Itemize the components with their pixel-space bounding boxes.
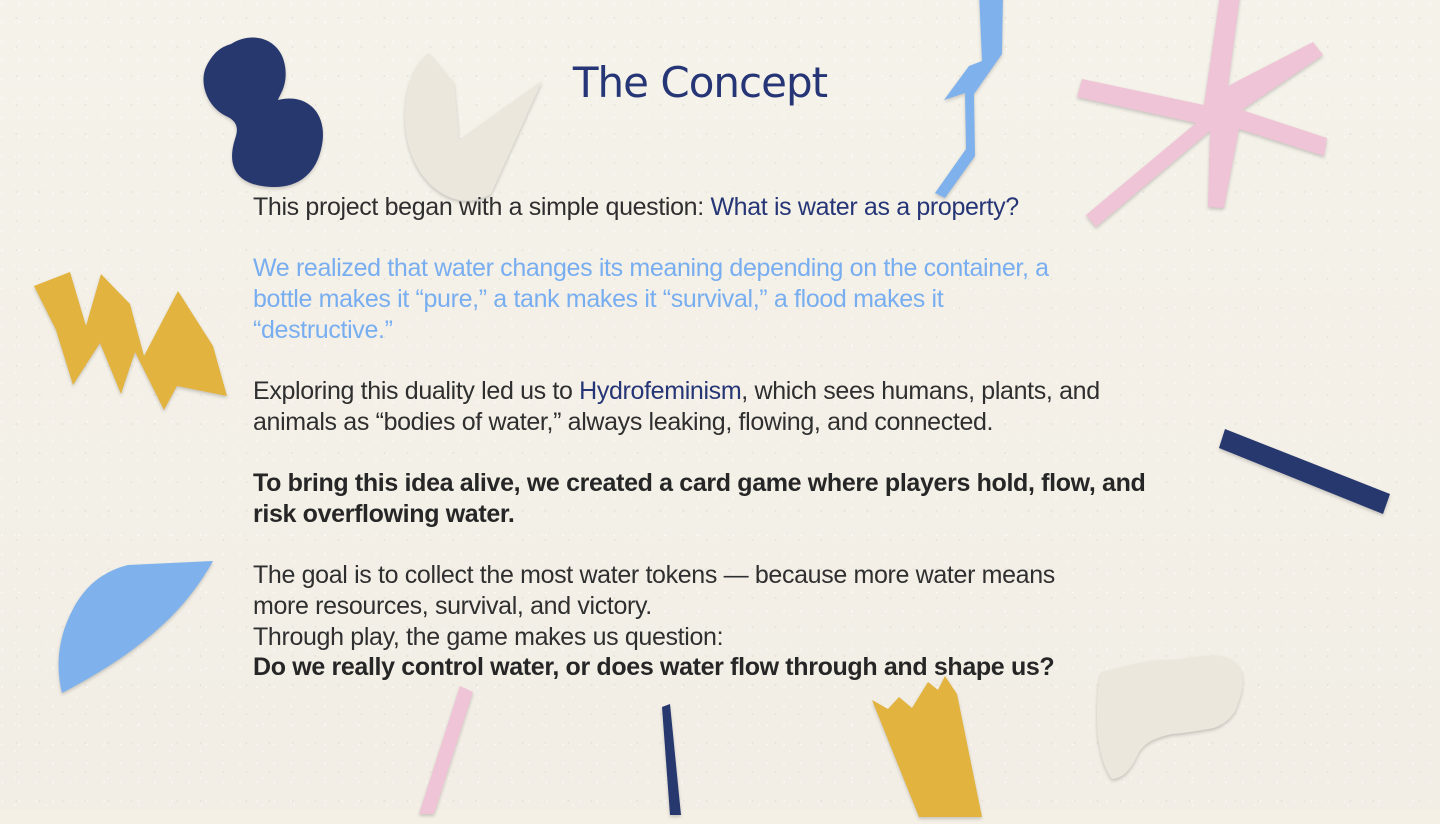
game-line-2: risk overflowing water. <box>253 499 515 528</box>
dark-blue-blob-icon <box>203 37 323 188</box>
container-line-3: “destructive.” <box>253 315 393 344</box>
blue-zigzag-icon <box>935 0 1003 198</box>
goal-line-4: Do we really control water, or does wate… <box>253 653 1055 682</box>
hydrofeminism-term: Hydrofeminism <box>579 377 742 406</box>
game-line-1: To bring this idea alive, we created a c… <box>253 469 1146 498</box>
goal-line-1: The goal is to collect the most water to… <box>253 561 1055 590</box>
intro-paragraph: This project began with a simple questio… <box>253 192 1213 223</box>
intro-text: This project began with a simple questio… <box>253 193 711 221</box>
dark-blue-stripe-icon <box>1219 429 1390 514</box>
hydrofeminism-paragraph: Exploring this duality led us to Hydrofe… <box>253 376 1213 437</box>
hydrofeminism-suffix: , which sees humans, plants, and <box>741 377 1100 406</box>
slide-content: This project began with a simple questio… <box>253 192 1213 683</box>
container-line-1: We realized that water changes its meani… <box>253 254 1049 283</box>
blue-crescent-icon <box>58 561 214 693</box>
goal-line-2: more resources, survival, and victory. <box>253 592 652 621</box>
slide-title: The Concept <box>572 58 828 107</box>
cream-leaf-icon <box>405 53 542 201</box>
goal-line-3: Through play, the game makes us question… <box>253 622 724 651</box>
hydrofeminism-prefix: Exploring this duality led us to <box>253 377 580 406</box>
hydrofeminism-line-2: animals as “bodies of water,” always lea… <box>253 407 994 436</box>
pink-stripe-icon <box>419 686 473 814</box>
container-paragraph: We realized that water changes its meani… <box>253 253 1213 345</box>
dark-blue-strip-icon <box>662 704 681 815</box>
yellow-crown-icon <box>872 676 982 817</box>
goal-paragraph: The goal is to collect the most water to… <box>253 560 1213 683</box>
container-line-2: bottle makes it “pure,” a tank makes it … <box>253 285 944 314</box>
game-paragraph: To bring this idea alive, we created a c… <box>253 468 1213 529</box>
pink-star-icon <box>1077 0 1327 227</box>
cream-cloud-icon <box>1097 655 1243 779</box>
question-text: What is water as a property? <box>710 193 1019 221</box>
yellow-zigzag-icon <box>34 272 227 410</box>
